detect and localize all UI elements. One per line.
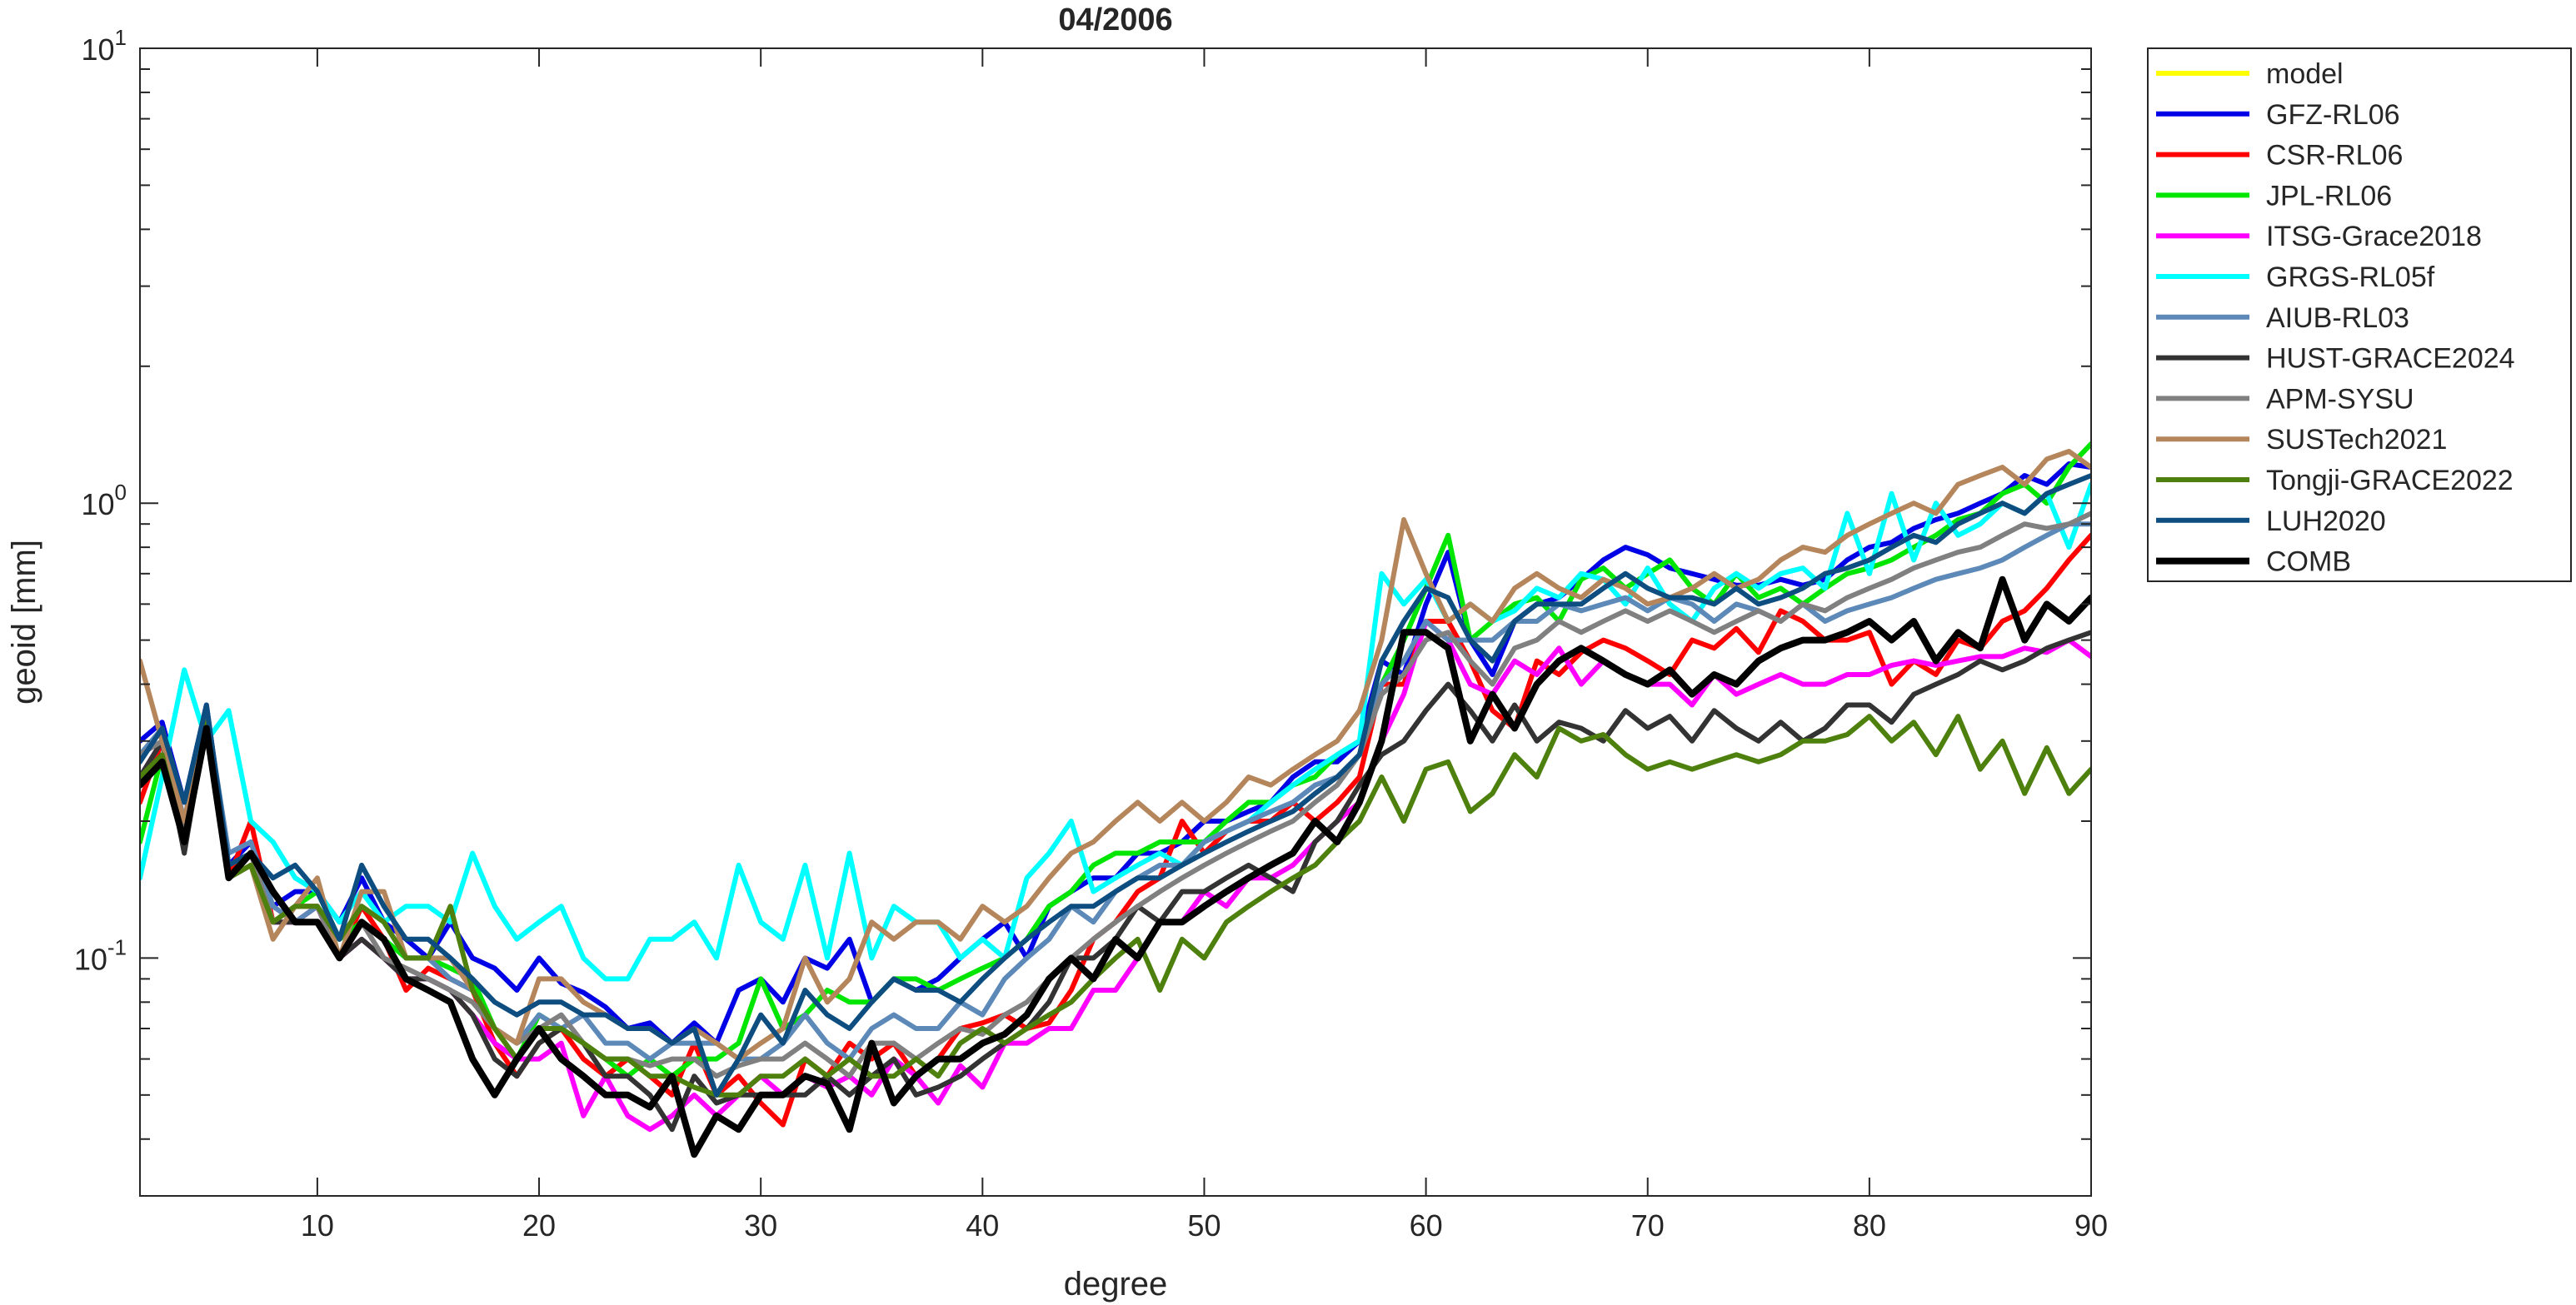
x-tick-label: 40: [966, 1208, 999, 1243]
series-line-sustech2021: [140, 449, 2091, 1062]
legend-label: HUST-GRACE2024: [2266, 343, 2515, 375]
x-tick-label: 30: [744, 1208, 777, 1243]
legend-label: SUSTech2021: [2266, 424, 2447, 456]
x-tick-label: 80: [1853, 1208, 1886, 1243]
x-tick-label: 20: [522, 1208, 556, 1243]
series-line-luh2020: [140, 473, 2091, 1098]
y-tick-label: 10-1: [74, 934, 127, 976]
series-line-apm-sysu: [140, 511, 2091, 1079]
series-line-tongji-grace2022: [140, 714, 2091, 1098]
y-tick-label: 101: [81, 25, 127, 67]
x-tick-label: 90: [2074, 1208, 2108, 1243]
axes-box: [139, 47, 2092, 1197]
x-tick-label: 50: [1187, 1208, 1221, 1243]
legend-label: ITSG-Grace2018: [2266, 221, 2482, 252]
tick-layer: 10 20 30 40 50 60 70 80 90 10-1 100 101: [74, 25, 2108, 1243]
series-layer: [140, 441, 2091, 1158]
legend-label: GRGS-RL05f: [2266, 261, 2435, 293]
plot-area: [140, 48, 2091, 1196]
chart-title: 04/2006: [1058, 2, 1172, 37]
x-axis-label: degree: [1064, 1266, 1168, 1303]
legend-label: COMB: [2266, 546, 2351, 578]
legend-label: GFZ-RL06: [2266, 99, 2400, 131]
legend-label: CSR-RL06: [2266, 140, 2403, 172]
legend-label: APM-SYSU: [2266, 383, 2414, 415]
legend-label: model: [2266, 58, 2344, 90]
x-tick-label: 60: [1410, 1208, 1443, 1243]
legend-label: LUH2020: [2266, 506, 2386, 537]
x-tick-label: 10: [301, 1208, 334, 1243]
y-axis-label: geoid [mm]: [6, 540, 42, 705]
legend-label: Tongji-GRACE2022: [2266, 465, 2514, 496]
x-tick-label: 70: [1631, 1208, 1665, 1243]
series-line-grgs-rl05f: [140, 481, 2091, 982]
legend-label: JPL-RL06: [2266, 180, 2392, 212]
legend-label: AIUB-RL03: [2266, 302, 2409, 334]
legend: model GFZ-RL06 CSR-RL06 JPL-RL06 ITSG-Grace2…: [2147, 47, 2572, 582]
series-line-comb: [140, 575, 2091, 1158]
y-tick-label: 100: [81, 480, 127, 521]
